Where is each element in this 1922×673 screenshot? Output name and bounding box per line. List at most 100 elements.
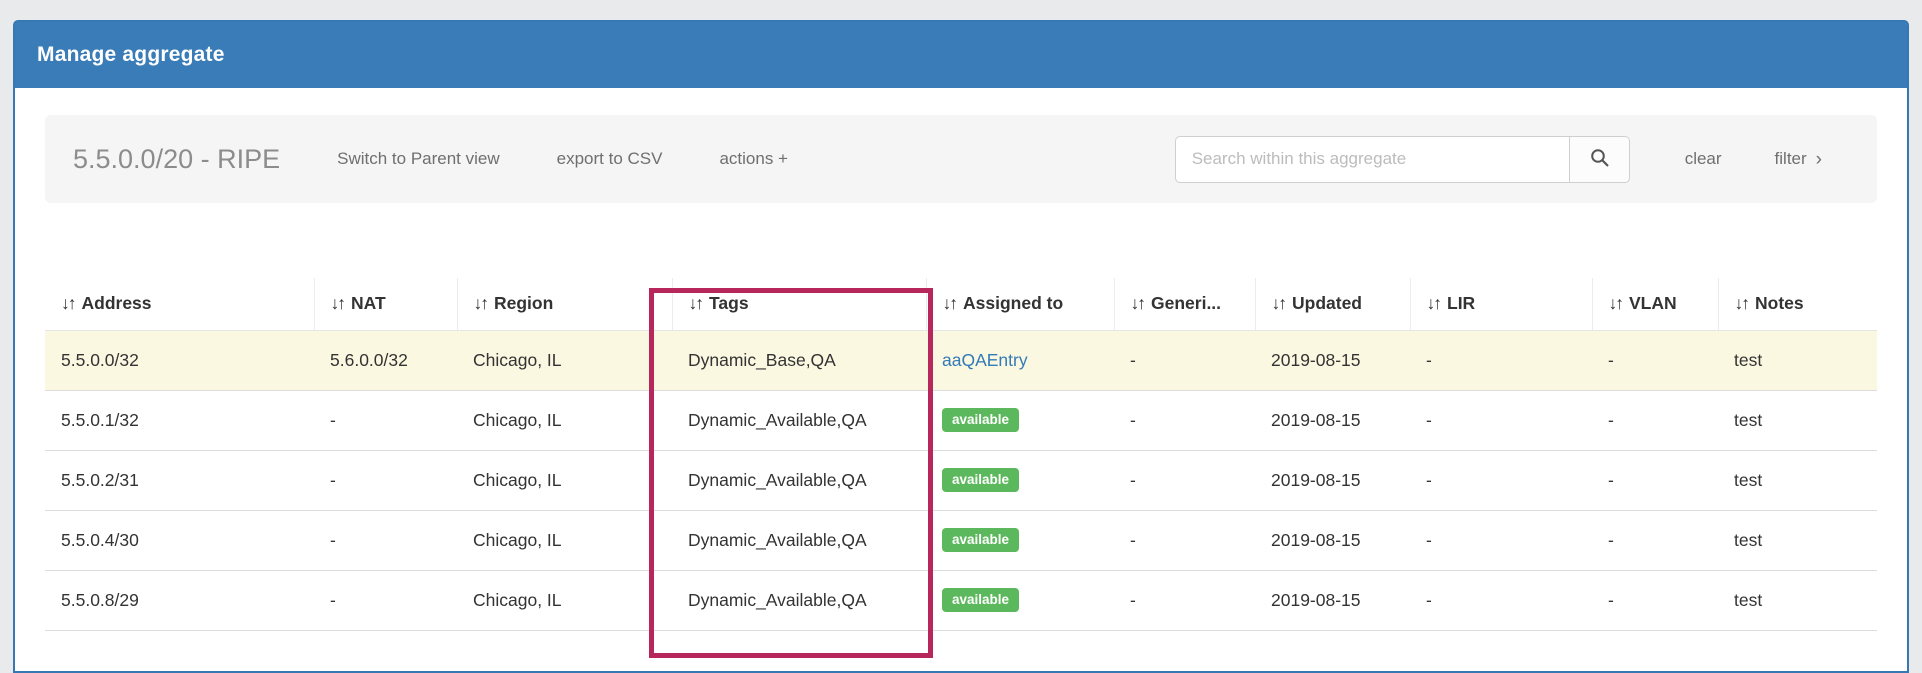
cell-assigned: aaQAEntry bbox=[926, 330, 1114, 391]
table-header-row: ↓↑ Address ↓↑ NAT ↓↑ Region ↓↑ Tags ↓↑ Assigned t… bbox=[45, 278, 1877, 331]
sort-icon: ↓↑ bbox=[688, 293, 704, 314]
column-header-address[interactable]: ↓↑ Address bbox=[45, 278, 314, 331]
assigned-entry-link[interactable]: aaQAEntry bbox=[942, 349, 1028, 370]
cell-vlan: - bbox=[1592, 330, 1718, 391]
cell-notes: test bbox=[1718, 450, 1877, 511]
cell-updated: 2019-08-15 bbox=[1255, 390, 1410, 451]
cell-generic: - bbox=[1114, 330, 1255, 391]
table-row: 5.5.0.8/29- Chicago, IL Dynamic_Available,… bbox=[45, 570, 1877, 631]
cell-region: Chicago, IL bbox=[457, 390, 672, 451]
aggregate-toolbar: 5.5.0.0/20 - RIPE Switch to Parent view … bbox=[45, 115, 1877, 203]
column-label: Tags bbox=[709, 293, 749, 314]
cell-updated: 2019-08-15 bbox=[1255, 330, 1410, 391]
search-input[interactable] bbox=[1174, 135, 1570, 183]
column-header-nat[interactable]: ↓↑ NAT bbox=[313, 278, 457, 331]
column-header-generi[interactable]: ↓↑ Generi... bbox=[1113, 278, 1255, 331]
cell-address: 5.5.0.2/31 bbox=[45, 450, 314, 511]
cell-lir: - bbox=[1410, 450, 1592, 511]
cell-address: 5.5.0.1/32 bbox=[45, 390, 314, 451]
search-button[interactable] bbox=[1569, 135, 1630, 183]
cell-region: Chicago, IL bbox=[457, 450, 672, 511]
sort-icon: ↓↑ bbox=[1608, 293, 1624, 314]
cell-generic: - bbox=[1114, 570, 1255, 631]
sort-icon: ↓↑ bbox=[1734, 293, 1750, 314]
column-header-lir[interactable]: ↓↑ LIR bbox=[1409, 278, 1592, 331]
cell-vlan: - bbox=[1592, 510, 1718, 571]
status-badge-available: available bbox=[942, 467, 1020, 493]
cell-assigned: available bbox=[926, 450, 1114, 511]
column-label: Updated bbox=[1292, 293, 1362, 314]
filter-link[interactable]: filter › bbox=[1775, 148, 1822, 170]
cell-nat: - bbox=[314, 390, 457, 451]
cell-region: Chicago, IL bbox=[457, 330, 672, 391]
cell-updated: 2019-08-15 bbox=[1255, 450, 1410, 511]
cell-lir: - bbox=[1410, 330, 1592, 391]
sort-icon: ↓↑ bbox=[1271, 293, 1287, 314]
table-row: 5.5.0.0/32 5.6.0.0/32 Chicago, IL Dynamic_B… bbox=[45, 330, 1877, 391]
search-icon bbox=[1589, 147, 1610, 171]
filter-label: filter bbox=[1774, 149, 1807, 168]
cell-tags: Dynamic_Base,QA bbox=[672, 330, 926, 391]
cell-lir: - bbox=[1410, 390, 1592, 451]
cell-nat: - bbox=[314, 450, 457, 511]
aggregate-table-wrap: ↓↑ Address ↓↑ NAT ↓↑ Region ↓↑ Tags ↓↑ Assigned t… bbox=[45, 278, 1877, 631]
status-badge-available: available bbox=[942, 587, 1020, 613]
cell-updated: 2019-08-15 bbox=[1255, 570, 1410, 631]
column-label: NAT bbox=[351, 293, 386, 314]
table-row: 5.5.0.2/31- Chicago, IL Dynamic_Available,… bbox=[45, 450, 1877, 511]
cell-notes: test bbox=[1718, 510, 1877, 571]
cell-address: 5.5.0.8/29 bbox=[45, 570, 314, 631]
export-csv-link[interactable]: export to CSV bbox=[556, 149, 663, 168]
cell-lir: - bbox=[1410, 570, 1592, 631]
aggregate-table: ↓↑ Address ↓↑ NAT ↓↑ Region ↓↑ Tags ↓↑ Assigned t… bbox=[45, 278, 1877, 631]
column-label: VLAN bbox=[1629, 293, 1677, 314]
cell-region: Chicago, IL bbox=[457, 510, 672, 571]
column-header-tags[interactable]: ↓↑ Tags bbox=[671, 278, 926, 331]
cell-vlan: - bbox=[1592, 570, 1718, 631]
cell-address: 5.5.0.4/30 bbox=[45, 510, 314, 571]
column-label: Assigned to bbox=[963, 293, 1064, 314]
cell-updated: 2019-08-15 bbox=[1255, 510, 1410, 571]
status-badge-available: available bbox=[942, 407, 1020, 433]
column-header-vlan[interactable]: ↓↑ VLAN bbox=[1591, 278, 1718, 331]
status-badge-available: available bbox=[942, 527, 1020, 553]
panel-body: 5.5.0.0/20 - RIPE Switch to Parent view … bbox=[15, 88, 1907, 671]
actions-menu-link[interactable]: actions + bbox=[719, 149, 788, 168]
cell-nat: - bbox=[314, 510, 457, 571]
cell-assigned: available bbox=[926, 390, 1114, 451]
cell-notes: test bbox=[1718, 570, 1877, 631]
cell-notes: test bbox=[1718, 330, 1877, 391]
cell-tags: Dynamic_Available,QA bbox=[672, 570, 926, 631]
cell-notes: test bbox=[1718, 390, 1877, 451]
clear-link[interactable]: clear bbox=[1684, 149, 1722, 168]
column-header-updated[interactable]: ↓↑ Updated bbox=[1254, 278, 1410, 331]
panel-header: Manage aggregate bbox=[15, 22, 1907, 88]
column-header-assigned-to[interactable]: ↓↑ Assigned to bbox=[925, 278, 1114, 331]
page-title: Manage aggregate bbox=[37, 43, 225, 66]
sort-icon: ↓↑ bbox=[1426, 293, 1442, 314]
chevron-right-icon: › bbox=[1815, 149, 1822, 170]
switch-parent-view-link[interactable]: Switch to Parent view bbox=[337, 149, 500, 168]
cell-address: 5.5.0.0/32 bbox=[45, 330, 314, 391]
sort-icon: ↓↑ bbox=[942, 293, 958, 314]
cell-generic: - bbox=[1114, 510, 1255, 571]
manage-aggregate-panel: Manage aggregate 5.5.0.0/20 - RIPE Switc… bbox=[13, 20, 1909, 673]
column-label: Region bbox=[494, 293, 554, 314]
cell-nat: - bbox=[314, 570, 457, 631]
column-header-region[interactable]: ↓↑ Region bbox=[456, 278, 672, 331]
cell-vlan: - bbox=[1592, 390, 1718, 451]
sort-icon: ↓↑ bbox=[473, 293, 489, 314]
cell-region: Chicago, IL bbox=[457, 570, 672, 631]
search-group bbox=[1174, 135, 1630, 183]
table-row: 5.5.0.4/30- Chicago, IL Dynamic_Available,… bbox=[45, 510, 1877, 571]
column-label: Notes bbox=[1755, 293, 1804, 314]
cell-tags: Dynamic_Available,QA bbox=[672, 390, 926, 451]
column-header-notes[interactable]: ↓↑ Notes bbox=[1717, 278, 1877, 331]
cell-tags: Dynamic_Available,QA bbox=[672, 450, 926, 511]
column-label: LIR bbox=[1447, 293, 1476, 314]
cell-lir: - bbox=[1410, 510, 1592, 571]
sort-icon: ↓↑ bbox=[61, 293, 76, 314]
cell-generic: - bbox=[1114, 450, 1255, 511]
cell-nat: 5.6.0.0/32 bbox=[314, 330, 457, 391]
column-label: Generi... bbox=[1151, 293, 1222, 314]
